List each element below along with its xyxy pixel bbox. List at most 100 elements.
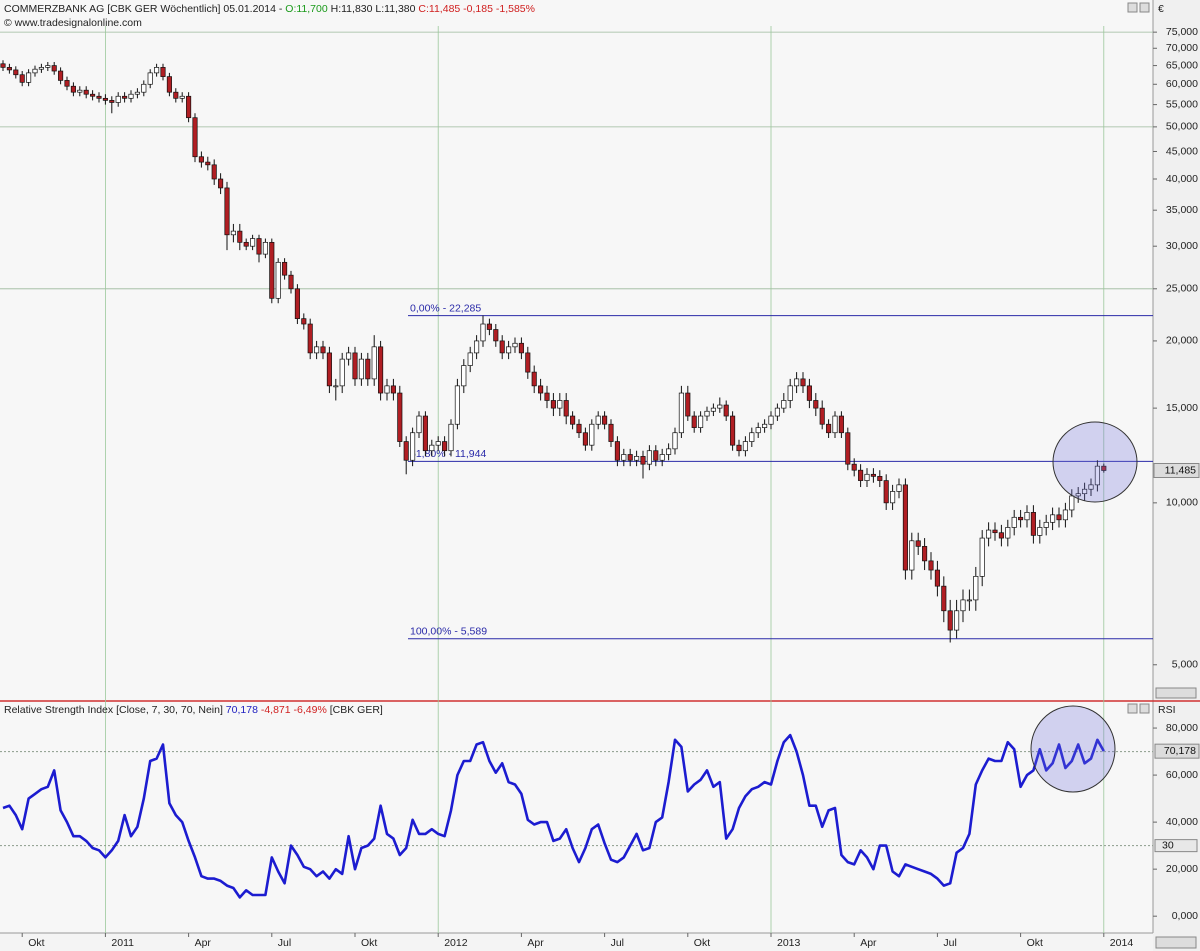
candle-body bbox=[38, 67, 44, 70]
candle-body bbox=[1062, 509, 1068, 521]
candle-body bbox=[326, 352, 332, 387]
candle-body bbox=[96, 95, 102, 99]
y-tick-label: 20,000 bbox=[1166, 863, 1198, 875]
candle-body bbox=[858, 469, 864, 481]
candle-body bbox=[154, 67, 160, 74]
rsi-maximize-button[interactable] bbox=[1139, 703, 1150, 714]
candle-body bbox=[730, 415, 736, 446]
candle-body bbox=[659, 454, 665, 461]
candle-body bbox=[800, 378, 806, 387]
candle-body bbox=[339, 358, 345, 387]
candle-body bbox=[32, 68, 38, 74]
highlight-circle bbox=[1030, 705, 1116, 793]
x-tick-label: 2014 bbox=[1110, 937, 1134, 949]
candle-body bbox=[403, 441, 409, 461]
candle-body bbox=[934, 569, 940, 587]
candle-body bbox=[640, 456, 646, 465]
candle-body bbox=[6, 67, 12, 71]
candle-body bbox=[813, 400, 819, 409]
y-tick-label: 40,000 bbox=[1166, 816, 1198, 828]
candle-body bbox=[90, 93, 96, 97]
x-tick-label: Jul bbox=[611, 937, 624, 949]
candle-body bbox=[749, 432, 755, 442]
candle-body bbox=[922, 546, 928, 562]
source: © www.tradesignalonline.com bbox=[4, 17, 142, 29]
candle-body bbox=[230, 230, 236, 236]
candle-body bbox=[1011, 516, 1017, 528]
candle-body bbox=[979, 537, 985, 577]
candle-body bbox=[493, 329, 499, 342]
candle-body bbox=[250, 238, 256, 247]
y-tick-label: 10,000 bbox=[1166, 497, 1198, 509]
candle-body bbox=[672, 432, 678, 450]
candle-body bbox=[960, 599, 966, 612]
candle-body bbox=[806, 385, 812, 401]
scroll-buttons[interactable] bbox=[1155, 936, 1197, 949]
candle-body bbox=[435, 441, 441, 446]
candle-body bbox=[544, 392, 550, 401]
candle-body bbox=[371, 346, 377, 380]
candle-body bbox=[531, 371, 537, 387]
candle-body bbox=[877, 476, 883, 481]
candle-body bbox=[429, 444, 435, 452]
level-box bbox=[1154, 839, 1198, 853]
x-tick-label: 2013 bbox=[777, 937, 801, 949]
rsi-symbol: [CBK GER] bbox=[330, 704, 383, 716]
x-tick-label: Okt bbox=[28, 937, 44, 949]
x-tick-label: Apr bbox=[527, 937, 544, 949]
y-tick-label: 0,000 bbox=[1172, 910, 1198, 922]
candle-body bbox=[301, 318, 307, 325]
candle-body bbox=[474, 340, 480, 354]
candle-body bbox=[378, 346, 384, 394]
low-text: L:11,380 bbox=[375, 3, 415, 15]
candle-body bbox=[1050, 514, 1056, 523]
candle-body bbox=[576, 423, 582, 434]
y-tick-label: 80,000 bbox=[1166, 722, 1198, 734]
y-tick-label: 70,000 bbox=[1166, 42, 1198, 54]
candle-body bbox=[986, 529, 992, 539]
zoom-buttons[interactable] bbox=[1155, 687, 1197, 699]
candle-body bbox=[282, 261, 288, 276]
rsi-line bbox=[2, 733, 1105, 899]
header-title: COMMERZBANK AG [CBK GER Wöchentlich] 05.… bbox=[4, 3, 535, 15]
candle-body bbox=[365, 358, 371, 380]
candle-body bbox=[883, 480, 889, 504]
last-price-label: 11,485 bbox=[1165, 464, 1196, 476]
candle-body bbox=[141, 83, 147, 93]
y-tick-label: 25,000 bbox=[1166, 283, 1198, 295]
rsi-axis-title: RSI bbox=[1158, 704, 1176, 716]
rsi-minimize-button[interactable] bbox=[1127, 703, 1138, 714]
candle-body bbox=[352, 352, 358, 380]
candle-body bbox=[160, 67, 166, 77]
candle-body bbox=[173, 91, 179, 99]
candle-body bbox=[467, 352, 473, 366]
y-tick-label: 55,000 bbox=[1166, 98, 1198, 110]
candle-body bbox=[666, 448, 672, 455]
rsi-title: Relative Strength Index [Close, 7, 30, 7… bbox=[4, 704, 383, 716]
candle-body bbox=[755, 427, 761, 434]
candle-body bbox=[557, 400, 563, 409]
candle-body bbox=[998, 532, 1004, 539]
minimize-button[interactable] bbox=[1127, 2, 1138, 13]
candle-body bbox=[966, 599, 972, 602]
candle-body bbox=[1018, 516, 1024, 521]
candle-body bbox=[570, 415, 576, 425]
candle-body bbox=[45, 65, 51, 68]
plot-background bbox=[0, 0, 1153, 933]
open-text: O:11,700 bbox=[285, 3, 328, 15]
candle-body bbox=[698, 415, 704, 428]
candle-body bbox=[954, 610, 960, 631]
maximize-button[interactable] bbox=[1139, 2, 1150, 13]
toolbar bbox=[1127, 2, 1197, 949]
y-tick-label: 35,000 bbox=[1166, 204, 1198, 216]
candle-body bbox=[198, 156, 204, 163]
candle-body bbox=[870, 473, 876, 477]
y-tick-label: 40,000 bbox=[1166, 173, 1198, 185]
candle-body bbox=[454, 385, 460, 425]
candle-body bbox=[1069, 495, 1075, 511]
candle-body bbox=[941, 585, 947, 612]
candle-body bbox=[26, 72, 32, 83]
candle-body bbox=[1056, 514, 1062, 521]
